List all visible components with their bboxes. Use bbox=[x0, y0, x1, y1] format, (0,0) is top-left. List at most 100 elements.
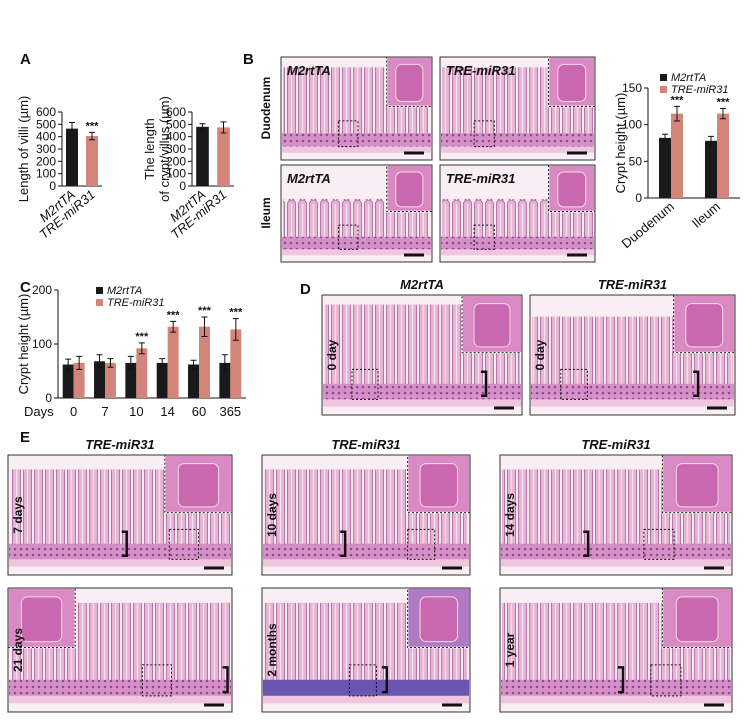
row-label: Ileum bbox=[259, 197, 273, 228]
zoom-region bbox=[348, 664, 377, 697]
muscle-layer bbox=[501, 695, 731, 704]
bar bbox=[94, 361, 105, 398]
y-tick-label: 400 bbox=[166, 130, 186, 144]
micrograph bbox=[280, 164, 433, 263]
crypt-layer bbox=[263, 679, 469, 696]
y-tick-label: 300 bbox=[36, 142, 56, 156]
panel-letter: B bbox=[243, 51, 254, 68]
significance: *** bbox=[198, 305, 212, 317]
image-title: M2rtTA bbox=[287, 171, 331, 186]
crypt-bracket bbox=[481, 370, 488, 398]
error-bar bbox=[708, 135, 714, 146]
muscle-layer bbox=[9, 559, 231, 567]
crypt-layer bbox=[531, 383, 734, 400]
inset-detail bbox=[177, 463, 220, 508]
image-label: 21 days bbox=[11, 628, 25, 672]
zoom-region bbox=[141, 664, 173, 697]
panel-letter: E bbox=[20, 429, 30, 446]
image-frame bbox=[529, 294, 736, 416]
bar bbox=[73, 362, 85, 398]
micrograph bbox=[439, 56, 596, 161]
image-frame bbox=[280, 164, 433, 263]
bar bbox=[86, 136, 98, 186]
inset-detail bbox=[395, 171, 424, 208]
y-tick-label: 100 bbox=[32, 337, 52, 351]
muscle-layer bbox=[323, 399, 521, 407]
error-bar bbox=[89, 131, 95, 141]
inset-border bbox=[661, 587, 733, 649]
image-label: 1 year bbox=[503, 632, 517, 667]
error-bar bbox=[232, 318, 239, 341]
x-tick-label: 14 bbox=[160, 404, 174, 419]
inset-detail bbox=[675, 596, 719, 643]
bar bbox=[156, 362, 168, 398]
crypt-layer bbox=[282, 236, 431, 250]
crypt-layer bbox=[323, 383, 521, 400]
significance: *** bbox=[135, 331, 149, 343]
legend-swatch bbox=[96, 299, 103, 306]
legend-swatch bbox=[660, 86, 667, 93]
y-tick-label: 0 bbox=[179, 179, 186, 193]
inset-detail bbox=[419, 463, 459, 508]
x-tick-label: 7 bbox=[101, 404, 108, 419]
inset-detail bbox=[419, 596, 459, 643]
y-tick-label: 200 bbox=[32, 283, 52, 297]
micrograph bbox=[280, 56, 433, 161]
bar bbox=[125, 362, 137, 398]
inset-detail bbox=[675, 463, 719, 508]
x-tick-label: 0 bbox=[70, 404, 77, 419]
crypt-layer bbox=[501, 679, 731, 696]
significance: *** bbox=[86, 120, 100, 132]
error-bar bbox=[720, 108, 726, 120]
crypt-bracket bbox=[340, 530, 347, 558]
crypt-layer bbox=[441, 236, 594, 250]
y-tick-label: 500 bbox=[166, 117, 186, 131]
y-axis-label: of crypt/villus (µm) bbox=[157, 96, 172, 202]
inset-detail bbox=[395, 63, 424, 102]
bar bbox=[217, 127, 230, 186]
zoom-region bbox=[473, 224, 495, 250]
zoom-region bbox=[337, 120, 359, 148]
bar bbox=[105, 362, 116, 398]
y-tick-label: 50 bbox=[629, 154, 643, 168]
significance: *** bbox=[229, 307, 243, 319]
bar bbox=[188, 364, 199, 398]
micrograph bbox=[439, 164, 596, 263]
error-bar bbox=[190, 359, 197, 370]
crypt-layer bbox=[263, 543, 469, 560]
micrograph bbox=[7, 454, 233, 576]
crypt-bracket bbox=[222, 666, 229, 694]
y-tick-label: 100 bbox=[36, 167, 56, 181]
inset-border bbox=[673, 294, 736, 354]
legend-label: M2rtTA bbox=[671, 72, 706, 84]
muscle-layer bbox=[531, 399, 734, 407]
zoom-region bbox=[643, 528, 675, 560]
row-label: Duodenum bbox=[259, 77, 273, 140]
x-tick-label: 10 bbox=[129, 404, 143, 419]
error-bar bbox=[127, 355, 134, 370]
image-title: M2rtTA bbox=[287, 63, 331, 78]
muscle-layer bbox=[263, 695, 469, 704]
image-frame bbox=[499, 587, 733, 713]
error-bar bbox=[159, 358, 166, 368]
legend-label: TRE-miR31 bbox=[107, 297, 164, 309]
y-tick-label: 400 bbox=[36, 130, 56, 144]
muscle-layer bbox=[9, 695, 231, 704]
zoom-region bbox=[650, 664, 682, 697]
bar bbox=[705, 140, 717, 198]
image-title: TRE-miR31 bbox=[446, 171, 515, 186]
crypt-bracket bbox=[617, 666, 625, 694]
muscle-layer bbox=[441, 249, 594, 256]
micrograph bbox=[499, 587, 733, 713]
y-tick-label: 500 bbox=[36, 117, 56, 131]
error-bar bbox=[221, 354, 228, 372]
x-axis-label: Days bbox=[24, 404, 54, 419]
muscle-layer bbox=[441, 146, 594, 153]
y-tick-label: 200 bbox=[36, 154, 56, 168]
muscle-layer bbox=[282, 146, 431, 153]
micrograph bbox=[7, 587, 233, 713]
legend-swatch bbox=[96, 287, 103, 294]
crypt-layer bbox=[282, 133, 431, 147]
bar bbox=[199, 326, 210, 398]
zoom-region bbox=[407, 528, 436, 560]
